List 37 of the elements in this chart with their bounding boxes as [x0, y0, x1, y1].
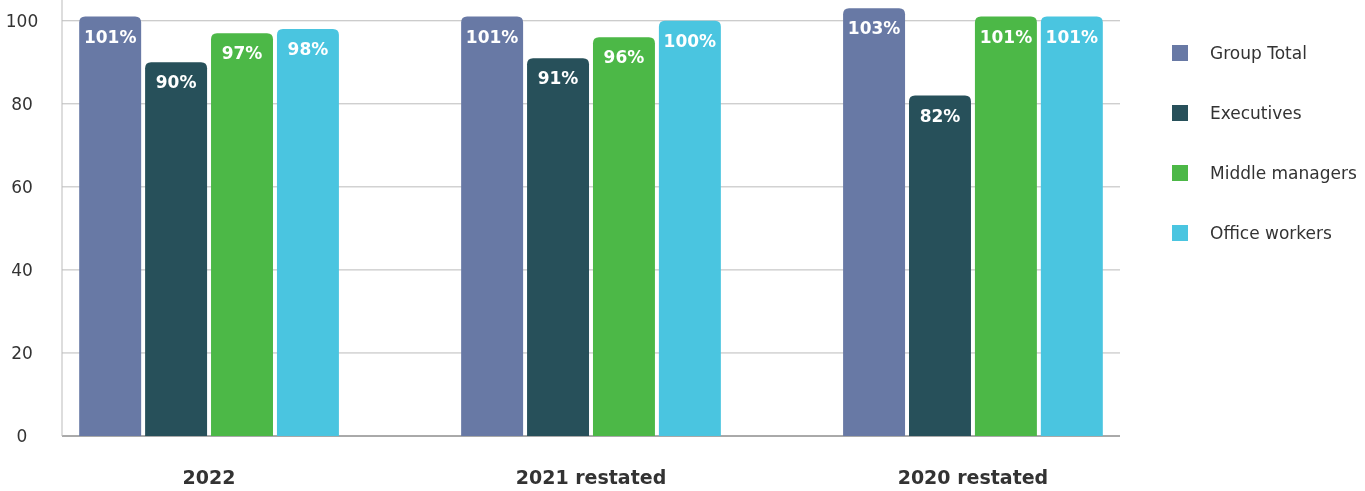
bar — [79, 16, 142, 436]
data-label: 91% — [537, 68, 579, 89]
data-label: 100% — [663, 30, 717, 51]
data-label: 96% — [603, 47, 645, 68]
legend-label: Group Total — [1210, 42, 1307, 63]
bar — [1040, 16, 1103, 436]
data-label: 98% — [287, 39, 329, 60]
legend-label: Office workers — [1210, 222, 1333, 243]
bar — [592, 37, 655, 436]
bar — [211, 33, 273, 436]
data-label: 101% — [83, 26, 137, 47]
bar — [843, 8, 906, 436]
legend-label: Middle managers — [1210, 162, 1357, 183]
data-label: 101% — [979, 26, 1033, 47]
bar — [909, 95, 971, 436]
y-tick-label: 40 — [11, 259, 33, 280]
bar — [658, 20, 721, 436]
x-tick-label: 2020 restated — [897, 466, 1049, 488]
bar — [974, 16, 1037, 436]
bar — [461, 16, 524, 436]
bar — [527, 58, 590, 436]
data-label: 97% — [221, 43, 263, 64]
x-tick-label: 2021 restated — [515, 466, 667, 488]
data-label: 90% — [155, 72, 197, 93]
data-label: 101% — [465, 26, 519, 47]
bar — [276, 29, 339, 436]
y-tick-label: 80 — [11, 93, 33, 114]
x-tick-label: 2022 — [182, 466, 236, 488]
data-label: 101% — [1045, 26, 1099, 47]
y-tick-label: 60 — [11, 176, 33, 197]
y-tick-label: 100 — [5, 10, 39, 31]
y-tick-label: 0 — [16, 425, 28, 446]
data-label: 103% — [847, 18, 901, 39]
bar — [145, 62, 208, 436]
legend-label: Executives — [1210, 102, 1302, 123]
y-tick-label: 20 — [11, 342, 33, 363]
data-label: 82% — [919, 105, 961, 126]
